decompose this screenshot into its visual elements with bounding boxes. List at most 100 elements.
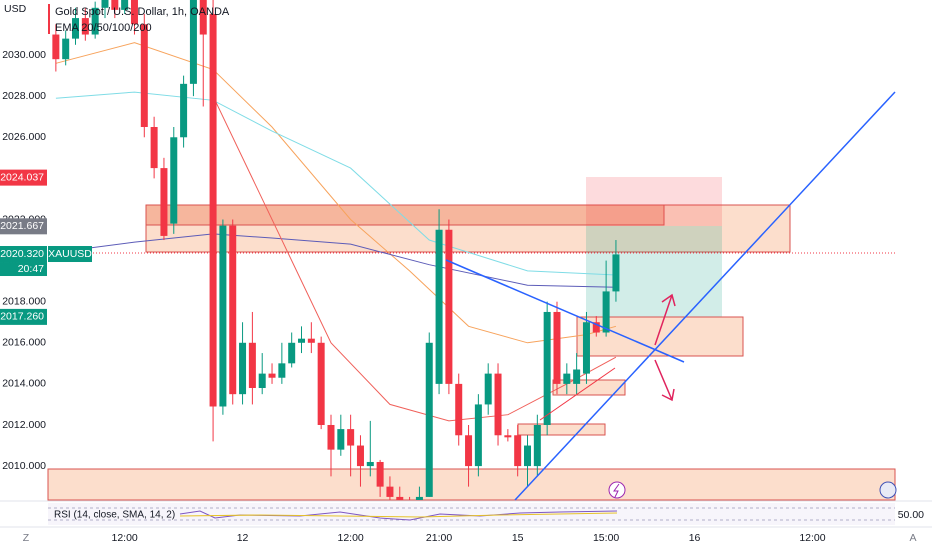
candle-body <box>327 424 335 450</box>
symbol-label: XAUUSD <box>48 248 92 260</box>
price-tag <box>0 246 47 263</box>
candle-body <box>573 369 581 384</box>
y-tick-label: 2012.000 <box>2 419 46 431</box>
zone <box>517 423 606 436</box>
countdown-tag <box>0 262 47 277</box>
candle-body <box>366 461 374 467</box>
candle-body <box>140 24 148 128</box>
candle-body <box>592 322 600 333</box>
trendline <box>514 91 896 501</box>
zone <box>576 316 744 357</box>
price-tag <box>0 308 47 325</box>
candle-body <box>543 311 551 425</box>
zone <box>145 204 665 226</box>
candle-body <box>386 486 394 497</box>
candle-body <box>298 338 306 343</box>
zone <box>145 204 791 253</box>
corner-right[interactable]: A <box>909 532 916 544</box>
candle-body <box>278 363 286 378</box>
y-unit: USD <box>4 3 27 15</box>
y-tick-label: 2028.000 <box>2 90 46 102</box>
y-tick-label: 2014.000 <box>2 378 46 390</box>
candle-body <box>474 404 482 467</box>
y-tick-label: 2026.000 <box>2 131 46 143</box>
candle-body <box>376 461 384 487</box>
x-tick-label: 12:00 <box>337 532 363 544</box>
chart-subtitle: EMA 20/50/100/200 <box>55 22 152 34</box>
candle-body <box>180 83 188 138</box>
candle-body <box>189 0 197 84</box>
rsi-label: RSI (14, close, SMA, 14, 2) <box>54 510 175 521</box>
candle-body <box>209 13 217 407</box>
x-tick-label: 15:00 <box>593 532 619 544</box>
x-tick-label: 21:00 <box>426 532 452 544</box>
candle-body <box>533 424 541 467</box>
countdown-label: 20:47 <box>18 263 44 275</box>
candle-body <box>268 373 276 378</box>
candle-body <box>307 338 315 343</box>
price-tag-label: 2017.260 <box>0 311 44 323</box>
candle-body <box>288 342 296 364</box>
candle-body <box>435 229 443 384</box>
candle-body <box>317 342 325 425</box>
candle-body <box>337 429 345 450</box>
candle-body <box>494 373 502 436</box>
y-tick-label: 2018.000 <box>2 295 46 307</box>
candle-body <box>582 322 590 374</box>
price-tag <box>0 169 47 186</box>
candle-body <box>553 311 561 384</box>
candle-body <box>356 445 364 467</box>
candle-body <box>524 445 532 467</box>
ema-line <box>55 233 616 288</box>
candle-body <box>101 0 109 8</box>
flag-icon[interactable] <box>879 481 897 499</box>
symbol-tag <box>48 246 92 263</box>
candle-body <box>91 7 99 35</box>
candle-body <box>612 254 620 292</box>
event-icon-bolt <box>613 483 620 498</box>
y-tick-label: 2010.000 <box>2 460 46 472</box>
stop-zone <box>586 177 722 226</box>
rsi-line <box>179 510 618 521</box>
price-tag-label: 2024.037 <box>0 171 44 183</box>
candle-body <box>130 0 138 25</box>
candle-body <box>396 496 404 500</box>
drawings-top <box>0 91 932 528</box>
arrow-up <box>654 293 676 346</box>
candle-body <box>465 435 473 467</box>
candle-body <box>504 435 512 438</box>
candle-body <box>455 383 463 436</box>
candle-body <box>150 127 158 169</box>
ema-line <box>55 42 617 344</box>
x-tick-label: 12:00 <box>112 532 138 544</box>
candle-body <box>415 496 423 500</box>
arrow-down <box>654 359 675 402</box>
candle-body <box>239 342 247 395</box>
corner-left[interactable]: Z <box>23 532 30 544</box>
candle-body <box>62 38 70 60</box>
rsi-level: 50.00 <box>898 509 924 521</box>
title-marker <box>48 4 50 34</box>
candle-body <box>229 225 237 395</box>
candle-body <box>425 342 433 497</box>
x-tick-label: 12 <box>237 532 249 544</box>
channel-line <box>539 367 616 421</box>
candle-body <box>72 18 80 39</box>
event-icon[interactable] <box>608 481 626 499</box>
candle-body <box>248 342 256 388</box>
plot <box>52 0 620 500</box>
candle-body <box>121 0 129 10</box>
price-tag-label: 2020.320 <box>0 248 44 260</box>
candle-body <box>52 34 60 60</box>
price-tag <box>0 218 47 235</box>
x-tick-label: 12:00 <box>799 532 825 544</box>
candle-body <box>160 168 168 236</box>
candle-body <box>445 229 453 384</box>
candle-body <box>602 291 610 333</box>
rsi-ma <box>179 512 618 518</box>
candle-body <box>111 0 119 10</box>
x-tick-label: 16 <box>689 532 701 544</box>
zone <box>552 379 626 396</box>
x-tick-label: 15 <box>512 532 524 544</box>
